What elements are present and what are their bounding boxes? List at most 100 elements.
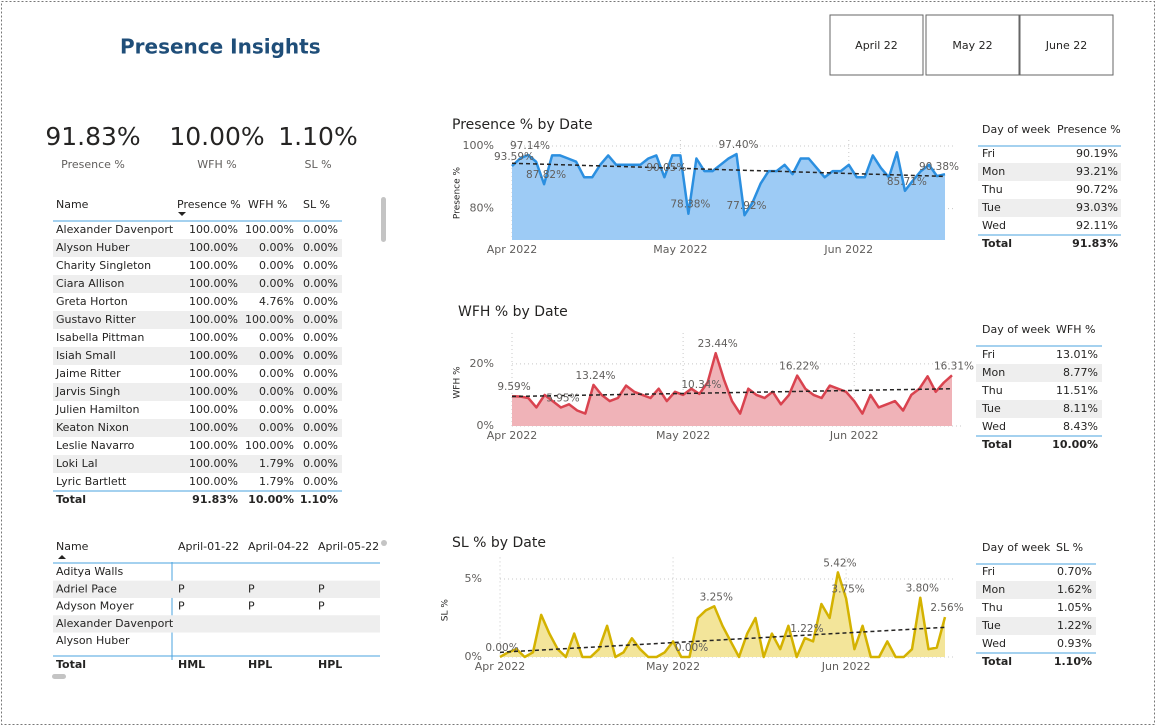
row-stripe: [53, 311, 342, 329]
scrollbar[interactable]: [381, 540, 387, 546]
scrollbar[interactable]: [52, 674, 66, 679]
row-stripe: [976, 617, 1096, 635]
table-cell: 0.00%: [303, 223, 338, 236]
area-fill: [512, 353, 952, 426]
table-cell: Mon: [982, 165, 1005, 178]
row-stripe: [53, 239, 342, 257]
table-cell: Alexander Davenport: [56, 223, 174, 236]
table-cell: P: [178, 600, 185, 613]
slicer-label[interactable]: April 22: [855, 39, 898, 52]
data-label: 87.82%: [526, 169, 566, 181]
table-cell: Aditya Walls: [56, 565, 123, 578]
table-cell: Fri: [982, 147, 995, 160]
chart-title: SL % by Date: [452, 535, 546, 551]
trend-line: [499, 626, 946, 654]
column-header: WFH %: [248, 198, 287, 211]
row-stripe: [976, 400, 1102, 418]
table-cell: Adriel Pace: [56, 582, 117, 595]
column-header: Presence %: [177, 198, 241, 211]
table-cell: 100.00%: [245, 313, 294, 326]
column-header: Day of week: [982, 541, 1051, 554]
table-cell: 0.00%: [303, 475, 338, 488]
column-header: Presence %: [1057, 123, 1121, 136]
table-cell: 1.79%: [259, 457, 294, 470]
column-header: April-05-22: [318, 540, 379, 553]
trend-line: [511, 162, 946, 178]
slicer-label[interactable]: May 22: [952, 39, 992, 52]
table-cell: 0.93%: [1057, 637, 1092, 650]
total-cell: Total: [56, 658, 86, 671]
data-label: 5.95%: [546, 393, 579, 405]
x-tick-label: Apr 2022: [487, 243, 538, 256]
data-label: 9.59%: [497, 381, 530, 393]
table-cell: 100.00%: [189, 223, 238, 236]
slicer-button[interactable]: [829, 14, 924, 76]
table-cell: Thu: [981, 183, 1003, 196]
table-cell: Tue: [981, 402, 1001, 415]
slicer-button[interactable]: [925, 14, 1020, 76]
table-cell: 1.22%: [1057, 619, 1092, 632]
slicer-label[interactable]: June 22: [1045, 39, 1087, 52]
table-cell: 11.51%: [1056, 384, 1098, 397]
table-cell: Greta Horton: [56, 295, 128, 308]
y-axis-label: WFH %: [453, 366, 463, 399]
table-cell: 4.76%: [259, 295, 294, 308]
table-cell: 8.11%: [1063, 402, 1098, 415]
table-cell: 100.00%: [189, 259, 238, 272]
area-fill: [512, 152, 945, 240]
y-tick-label: 0%: [465, 650, 482, 663]
table-cell: 0.00%: [303, 313, 338, 326]
y-tick-label: 100%: [463, 139, 494, 152]
kpi-value: 91.83%: [45, 122, 140, 151]
data-label: 16.31%: [934, 360, 974, 372]
trend-line: [511, 387, 953, 398]
table-cell: Lyric Bartlett: [56, 475, 127, 488]
table-cell: 0.00%: [303, 439, 338, 452]
table-cell: 0.00%: [303, 421, 338, 434]
column-header: Day of week: [982, 323, 1051, 336]
data-label: 16.22%: [779, 361, 819, 373]
scrollbar[interactable]: [381, 197, 386, 242]
data-label: 0.00%: [485, 642, 518, 654]
data-label: 2.56%: [930, 602, 963, 614]
row-stripe: [53, 275, 342, 293]
slicer-button[interactable]: [1019, 14, 1114, 76]
table-cell: Mon: [982, 366, 1005, 379]
data-label: 23.44%: [698, 338, 738, 350]
table-cell: 0.00%: [303, 367, 338, 380]
kpi-label: SL %: [304, 158, 331, 171]
data-label: 10.34%: [681, 379, 721, 391]
table-cell: Wed: [982, 219, 1006, 232]
column-header: April-04-22: [248, 540, 309, 553]
table-cell: Alyson Huber: [56, 241, 130, 254]
data-label: 93.59%: [494, 151, 534, 163]
row-stripe: [53, 580, 380, 598]
table-cell: 0.00%: [303, 277, 338, 290]
column-header: SL %: [303, 198, 330, 211]
data-label: 1.22%: [790, 623, 823, 635]
y-axis-label: SL %: [441, 599, 451, 622]
y-tick-label: 20%: [470, 357, 494, 370]
data-line: [511, 151, 946, 217]
x-tick-label: May 2022: [656, 429, 710, 442]
total-cell: Total: [982, 438, 1012, 451]
y-tick-label: 0%: [477, 419, 494, 432]
table-cell: 93.21%: [1076, 165, 1118, 178]
data-label: 97.40%: [718, 139, 758, 151]
table-cell: 92.11%: [1076, 219, 1118, 232]
table-cell: 100.00%: [245, 439, 294, 452]
table-cell: 0.00%: [303, 385, 338, 398]
row-stripe: [53, 383, 342, 401]
data-label: 3.75%: [831, 584, 864, 596]
table-cell: 100.00%: [189, 439, 238, 452]
table-cell: P: [248, 582, 255, 595]
table-cell: Isiah Small: [56, 349, 116, 362]
table-cell: 93.03%: [1076, 201, 1118, 214]
kpi-value: 10.00%: [169, 122, 264, 151]
y-tick-label: 80%: [470, 202, 494, 215]
table-cell: 100.00%: [189, 457, 238, 470]
y-tick-label: 5%: [465, 572, 482, 585]
table-cell: Fri: [982, 565, 995, 578]
data-line: [499, 571, 947, 659]
